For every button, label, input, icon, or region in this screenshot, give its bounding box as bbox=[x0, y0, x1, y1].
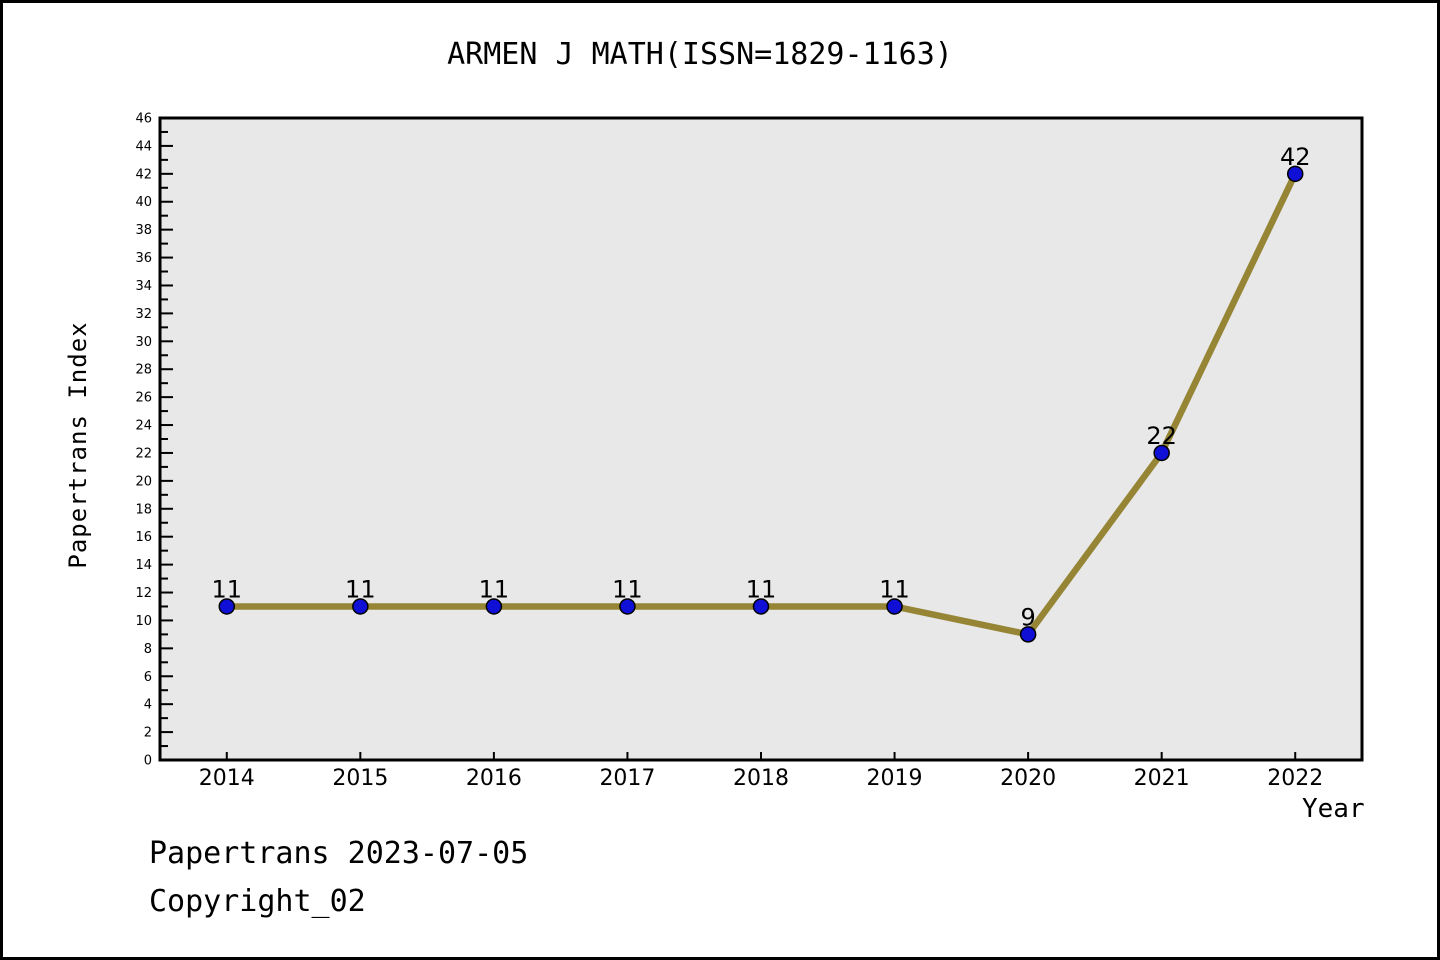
y-tick-label: 30 bbox=[135, 335, 152, 350]
x-tick-label: 2015 bbox=[332, 766, 388, 791]
y-tick-label: 8 bbox=[144, 642, 152, 657]
point-value-label: 11 bbox=[479, 575, 510, 603]
y-tick-label: 6 bbox=[144, 670, 152, 685]
x-tick-label: 2019 bbox=[867, 766, 923, 791]
point-value-label: 11 bbox=[612, 575, 643, 603]
data-point bbox=[619, 598, 636, 615]
data-point bbox=[485, 598, 503, 615]
chart-title: ARMEN J MATH(ISSN=1829-1163) bbox=[447, 37, 953, 72]
x-tick-label: 2021 bbox=[1134, 766, 1190, 791]
y-tick-label: 26 bbox=[135, 391, 152, 406]
x-tick-label: 2022 bbox=[1267, 766, 1323, 791]
plot-area bbox=[160, 118, 1362, 760]
y-tick-label: 4 bbox=[144, 698, 152, 713]
y-tick-label: 14 bbox=[135, 558, 152, 573]
point-value-label: 22 bbox=[1146, 422, 1177, 450]
y-tick-label: 36 bbox=[135, 251, 152, 266]
data-point bbox=[1153, 444, 1170, 462]
data-point bbox=[886, 598, 903, 615]
y-tick-label: 38 bbox=[135, 223, 152, 238]
plot-frame bbox=[158, 116, 1364, 762]
data-point bbox=[218, 598, 236, 615]
y-tick-label: 28 bbox=[135, 363, 152, 378]
y-tick-label: 40 bbox=[135, 195, 152, 210]
x-tick-label: 2017 bbox=[599, 766, 655, 791]
data-point bbox=[352, 598, 369, 615]
data-point bbox=[752, 598, 770, 615]
point-value-label: 11 bbox=[212, 575, 243, 603]
x-tick-label: 2020 bbox=[1000, 766, 1056, 791]
point-value-label: 11 bbox=[345, 575, 376, 603]
y-tick-label: 10 bbox=[135, 614, 152, 629]
x-tick-label: 2016 bbox=[466, 766, 522, 791]
footer-source-date: Papertrans 2023-07-05 bbox=[149, 836, 529, 871]
point-value-label: 42 bbox=[1280, 143, 1311, 171]
y-tick-label: 16 bbox=[135, 530, 152, 545]
y-tick-label: 2 bbox=[144, 726, 152, 741]
y-tick-label: 32 bbox=[135, 307, 152, 322]
y-tick-label: 44 bbox=[135, 139, 152, 154]
y-tick-label: 22 bbox=[135, 446, 152, 461]
y-tick-label: 34 bbox=[135, 279, 152, 294]
y-tick-label: 18 bbox=[135, 502, 152, 517]
y-tick-label: 42 bbox=[135, 167, 152, 182]
y-tick-label: 46 bbox=[135, 112, 152, 127]
footer-copyright: Copyright_02 bbox=[149, 884, 366, 919]
data-point bbox=[1286, 165, 1304, 183]
data-point bbox=[1019, 626, 1037, 643]
y-tick-label: 24 bbox=[135, 419, 152, 434]
point-value-label: 9 bbox=[1020, 603, 1035, 631]
y-tick-label: 12 bbox=[135, 586, 152, 601]
point-value-label: 11 bbox=[879, 575, 910, 603]
y-tick-label: 0 bbox=[144, 754, 152, 769]
x-tick-label: 2014 bbox=[199, 766, 255, 791]
x-tick-label: 2018 bbox=[733, 766, 789, 791]
x-axis-label: Year bbox=[1302, 794, 1365, 824]
y-tick-label: 20 bbox=[135, 474, 152, 489]
point-value-label: 11 bbox=[746, 575, 777, 603]
